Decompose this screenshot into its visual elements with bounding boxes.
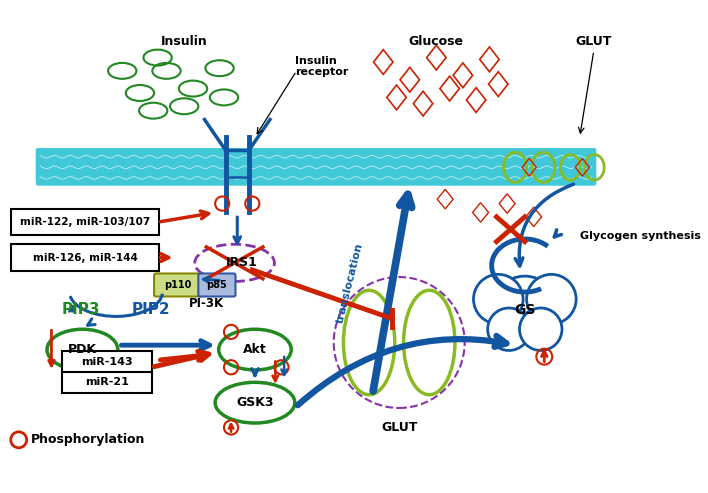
- Text: PI-3K: PI-3K: [189, 297, 224, 310]
- Text: PIP2: PIP2: [132, 302, 171, 317]
- FancyBboxPatch shape: [11, 209, 159, 236]
- Text: GLUT: GLUT: [576, 35, 612, 48]
- FancyBboxPatch shape: [62, 352, 152, 373]
- Text: Glucose: Glucose: [409, 35, 464, 48]
- Text: Glycogen synthesis: Glycogen synthesis: [580, 231, 700, 242]
- Text: Insulin: Insulin: [161, 35, 207, 48]
- FancyBboxPatch shape: [11, 245, 159, 271]
- Text: GS: GS: [514, 303, 535, 317]
- Circle shape: [488, 308, 530, 351]
- FancyBboxPatch shape: [62, 372, 152, 393]
- Text: GLUT: GLUT: [381, 421, 418, 434]
- Text: miR-122, miR-103/107: miR-122, miR-103/107: [20, 217, 150, 227]
- Text: miR-21: miR-21: [85, 377, 129, 387]
- FancyBboxPatch shape: [36, 149, 595, 185]
- Text: IRS1: IRS1: [226, 256, 258, 269]
- Text: GSK3: GSK3: [236, 396, 274, 409]
- Circle shape: [491, 276, 559, 344]
- Text: PDK: PDK: [68, 343, 97, 356]
- Text: p110: p110: [164, 280, 192, 290]
- Circle shape: [527, 275, 576, 324]
- Circle shape: [520, 308, 562, 351]
- Circle shape: [474, 275, 523, 324]
- Text: Akt: Akt: [243, 343, 267, 356]
- Text: translocation: translocation: [335, 242, 365, 324]
- Text: miR-143: miR-143: [81, 357, 133, 367]
- Text: PIP3: PIP3: [62, 302, 100, 317]
- FancyBboxPatch shape: [198, 274, 236, 296]
- Text: p85: p85: [207, 280, 227, 290]
- FancyBboxPatch shape: [154, 274, 202, 296]
- Text: Phosphorylation: Phosphorylation: [31, 433, 145, 446]
- Text: miR-126, miR-144: miR-126, miR-144: [33, 252, 137, 263]
- Text: Insulin
receptor: Insulin receptor: [295, 56, 348, 77]
